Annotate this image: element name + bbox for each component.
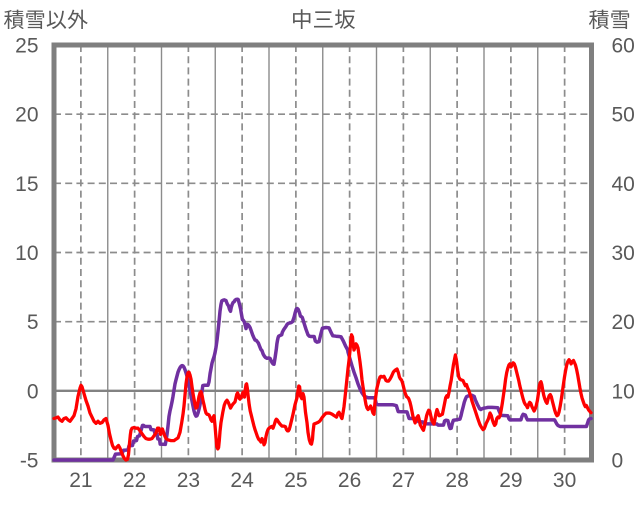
svg-text:0: 0 <box>27 380 39 403</box>
svg-text:30: 30 <box>612 242 635 265</box>
svg-text:60: 60 <box>612 35 635 58</box>
svg-text:22: 22 <box>123 469 146 492</box>
svg-text:50: 50 <box>612 104 635 127</box>
svg-text:23: 23 <box>177 469 200 492</box>
svg-text:5: 5 <box>27 311 39 334</box>
svg-text:30: 30 <box>553 469 576 492</box>
svg-text:28: 28 <box>445 469 468 492</box>
svg-text:20: 20 <box>612 311 635 334</box>
svg-text:10: 10 <box>15 242 38 265</box>
svg-text:-5: -5 <box>20 450 39 473</box>
svg-text:20: 20 <box>15 104 38 127</box>
svg-text:40: 40 <box>612 173 635 196</box>
svg-text:15: 15 <box>15 173 38 196</box>
svg-text:26: 26 <box>338 469 361 492</box>
svg-text:27: 27 <box>392 469 415 492</box>
svg-text:24: 24 <box>230 469 254 492</box>
svg-text:0: 0 <box>612 450 624 473</box>
svg-text:29: 29 <box>499 469 522 492</box>
svg-text:25: 25 <box>15 35 38 58</box>
svg-text:25: 25 <box>284 469 307 492</box>
svg-text:10: 10 <box>612 380 635 403</box>
svg-text:21: 21 <box>69 469 92 492</box>
